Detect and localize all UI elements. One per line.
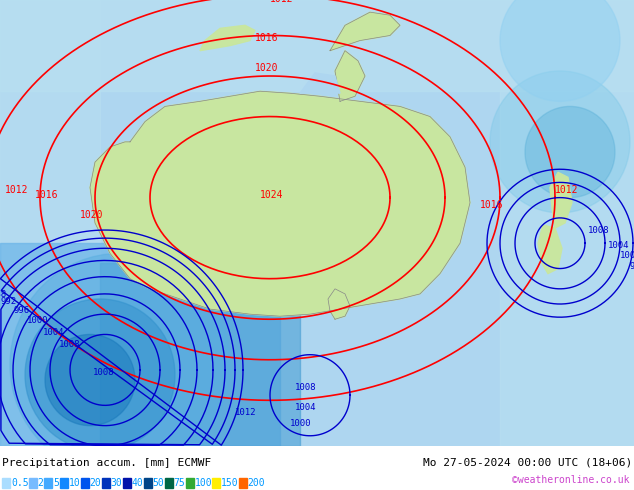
- Polygon shape: [90, 91, 470, 316]
- Text: 1008: 1008: [295, 383, 316, 392]
- Text: 1012: 1012: [5, 185, 29, 195]
- Polygon shape: [300, 73, 340, 93]
- Polygon shape: [335, 50, 365, 101]
- Bar: [81, 478, 89, 488]
- Text: 10: 10: [68, 478, 81, 488]
- Text: 1008: 1008: [588, 226, 609, 235]
- Bar: [2, 478, 10, 488]
- Bar: [122, 478, 131, 488]
- Text: 1016: 1016: [480, 200, 503, 210]
- Text: 1008: 1008: [93, 368, 115, 377]
- Circle shape: [45, 335, 135, 426]
- Text: 1020: 1020: [80, 210, 103, 220]
- Polygon shape: [328, 289, 350, 319]
- Text: 30: 30: [110, 478, 122, 488]
- Text: Precipitation accum. [mm] ECMWF: Precipitation accum. [mm] ECMWF: [2, 458, 211, 468]
- Text: 1016: 1016: [255, 32, 278, 43]
- Bar: [0, 0, 634, 91]
- Text: 988: 988: [0, 290, 6, 298]
- Text: 100: 100: [195, 478, 212, 488]
- Polygon shape: [330, 12, 400, 50]
- Text: 75: 75: [174, 478, 185, 488]
- Bar: [143, 478, 152, 488]
- Bar: [29, 478, 37, 488]
- Circle shape: [525, 106, 615, 197]
- Text: 1008: 1008: [59, 340, 81, 349]
- Text: 1012: 1012: [270, 0, 294, 4]
- Text: 200: 200: [247, 478, 265, 488]
- Text: 1000: 1000: [290, 418, 311, 428]
- Bar: [500, 0, 634, 446]
- Circle shape: [500, 0, 620, 101]
- Text: Mo 27-05-2024 00:00 UTC (18+06): Mo 27-05-2024 00:00 UTC (18+06): [423, 458, 632, 468]
- Text: 996: 996: [13, 306, 29, 315]
- Bar: [60, 478, 67, 488]
- Text: 1020: 1020: [255, 63, 278, 73]
- Text: 1012: 1012: [555, 185, 578, 195]
- Bar: [0, 0, 100, 446]
- Text: 1004: 1004: [295, 403, 316, 413]
- Polygon shape: [200, 25, 255, 50]
- Text: 20: 20: [89, 478, 101, 488]
- Text: 996: 996: [630, 262, 634, 270]
- Text: 40: 40: [131, 478, 143, 488]
- Text: 50: 50: [153, 478, 164, 488]
- Text: 150: 150: [221, 478, 238, 488]
- Bar: [44, 478, 52, 488]
- Text: 0.5: 0.5: [11, 478, 29, 488]
- Bar: [0, 243, 280, 446]
- Text: 1016: 1016: [35, 190, 58, 199]
- Circle shape: [10, 253, 230, 476]
- Polygon shape: [550, 172, 572, 228]
- Bar: [101, 478, 110, 488]
- Polygon shape: [538, 225, 562, 273]
- Circle shape: [25, 299, 175, 451]
- Text: 1012: 1012: [235, 409, 257, 417]
- Bar: [238, 478, 247, 488]
- Text: ©weatheronline.co.uk: ©weatheronline.co.uk: [512, 475, 630, 485]
- Text: 1004: 1004: [43, 328, 65, 337]
- Bar: [100, 264, 300, 446]
- Bar: [212, 478, 220, 488]
- Text: 992: 992: [0, 297, 16, 306]
- Text: 5: 5: [53, 478, 59, 488]
- Text: 1024: 1024: [260, 190, 283, 199]
- Text: 1004: 1004: [608, 241, 630, 250]
- Text: 1000: 1000: [620, 251, 634, 260]
- Bar: [186, 478, 193, 488]
- Bar: [164, 478, 172, 488]
- Circle shape: [490, 71, 630, 213]
- Text: 2: 2: [37, 478, 43, 488]
- Text: 1000: 1000: [27, 317, 48, 325]
